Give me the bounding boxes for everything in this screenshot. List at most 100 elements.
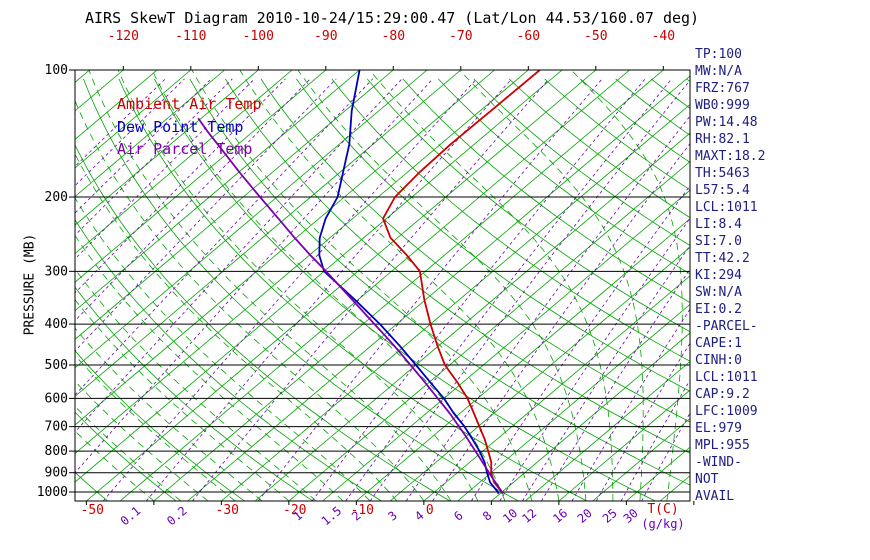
moist-adiabat-line	[75, 327, 263, 501]
mixing-ratio-label: 3	[385, 508, 400, 523]
bottom-temp-label: -10	[351, 503, 374, 518]
stat-line: MW:N/A	[695, 64, 742, 79]
stat-line: RH:82.1	[695, 132, 750, 147]
moist-adiabat-line	[75, 299, 290, 501]
mixing-ratio-label: 4	[412, 508, 427, 523]
mixing-ratio-label: 10	[500, 506, 520, 526]
isotherm-line	[457, 303, 690, 501]
mixing-ratio-line	[471, 185, 690, 501]
moist-adiabat-line	[571, 70, 683, 501]
stat-line: EL:979	[695, 421, 742, 436]
stat-line: TT:42.2	[695, 251, 750, 266]
pressure-tick-label: 700	[45, 420, 68, 435]
top-temp-label: -120	[108, 29, 139, 44]
dry-adiabat-line	[402, 78, 690, 304]
top-temp-label: -50	[584, 29, 607, 44]
mixing-ratio-line	[75, 78, 255, 260]
top-temp-label: -110	[175, 29, 206, 44]
mixing-ratio-line	[311, 78, 646, 501]
moist-adiabat-line	[75, 234, 344, 501]
dry-adiabat-line	[75, 144, 451, 501]
stats-panel: TP:100 MW:N/A FRZ:767 WB0:999 PW:14.48 RH:82.…	[695, 46, 765, 505]
dry-adiabat-line	[75, 471, 108, 501]
stat-line: L57:5.4	[695, 183, 750, 198]
legend-air-parcel-temp: Air Parcel Temp	[117, 140, 253, 158]
isotherm-line	[389, 246, 690, 501]
stat-line: AVAIL	[695, 489, 735, 504]
dry-adiabat-line	[75, 218, 382, 501]
bottom-temp-label: -20	[283, 503, 306, 518]
isotherm-line	[322, 189, 690, 501]
dry-adiabat-line	[508, 78, 690, 219]
mixing-axis-unit: (g/kg)	[641, 517, 684, 531]
moist-adiabat-line	[297, 70, 587, 501]
mixing-ratio-line	[405, 115, 690, 501]
legend: Ambient Air Temp Dew Point Temp Air Parc…	[117, 93, 262, 161]
moist-adiabat-line	[75, 268, 317, 501]
mixing-ratio-label: 0.2	[164, 504, 190, 529]
isotherm-line	[356, 218, 690, 501]
isotherm-line	[75, 70, 495, 426]
mixing-ratio-line	[499, 217, 690, 501]
isotherm-line	[75, 70, 192, 169]
mixing-ratio-line	[75, 78, 373, 396]
isotherm-line	[187, 75, 690, 501]
isotherm-line	[75, 70, 259, 226]
top-temp-label: -100	[243, 29, 274, 44]
mixing-ratio-line	[146, 78, 512, 501]
isotherm-line	[86, 70, 597, 501]
mixing-ratio-label: 6	[451, 508, 466, 523]
stat-line: KI:294	[695, 268, 742, 283]
pressure-tick-label: 100	[45, 63, 68, 78]
ambient-air-temp-curve	[382, 70, 541, 495]
stat-line: CINH:0	[695, 353, 742, 368]
mixing-ratio-line	[75, 78, 337, 352]
isotherm-line	[75, 70, 225, 198]
mixing-ratio-line	[345, 78, 672, 501]
legend-dew-point-temp: Dew Point Temp	[117, 117, 244, 136]
isotherm-line	[75, 70, 327, 283]
dry-adiabat-line	[331, 78, 690, 362]
skewt-grid	[75, 70, 690, 501]
mixing-ratio-line	[102, 78, 477, 501]
isotherm-line	[254, 132, 690, 501]
stat-line: TP:100	[695, 47, 742, 62]
bottom-temp-label: -30	[216, 503, 239, 518]
top-temp-label: -60	[517, 29, 540, 44]
isotherm-line	[221, 103, 690, 501]
mixing-ratio-line	[75, 78, 434, 474]
bottom-temp-label: -50	[81, 503, 104, 518]
mixing-ratio-line	[75, 78, 212, 214]
dry-adiabat-line	[260, 78, 690, 423]
stat-line: -WIND-	[695, 455, 742, 470]
stat-line: PW:14.48	[695, 115, 758, 130]
moist-adiabat-line	[369, 70, 614, 501]
air-parcel-temp-curve	[197, 117, 504, 495]
pressure-tick-label: 800	[45, 444, 68, 459]
dry-adiabat-line	[75, 286, 314, 501]
mixing-ratio-label: 25	[600, 506, 620, 526]
stat-line: TH:5463	[695, 166, 750, 181]
mixing-ratio-line	[369, 79, 690, 501]
isotherm-line	[423, 275, 690, 501]
mixing-ratio-label: 12	[519, 506, 539, 526]
pressure-axis-title: PRESSURE (MB)	[22, 233, 38, 336]
mixing-ratio-label: 8	[480, 508, 495, 523]
plot-border	[74, 69, 691, 502]
stat-line: CAP:9.2	[695, 387, 750, 402]
isotherm-line	[119, 70, 630, 501]
mixing-ratio-line	[192, 78, 550, 501]
stat-line: SW:N/A	[695, 285, 742, 300]
isotherm-line	[153, 70, 664, 501]
dry-adiabat-line	[189, 78, 690, 486]
mixing-ratio-label: 20	[575, 506, 595, 526]
isotherm-line	[288, 161, 690, 501]
pressure-tick-label: 300	[45, 264, 68, 279]
mixing-ratio-line	[432, 142, 690, 501]
isotherm-line	[75, 70, 462, 397]
stat-line: FRZ:767	[695, 81, 750, 96]
dew-point-temp-curve	[318, 70, 500, 495]
isotherm-line	[524, 360, 690, 501]
stat-line: EI:0.2	[695, 302, 742, 317]
